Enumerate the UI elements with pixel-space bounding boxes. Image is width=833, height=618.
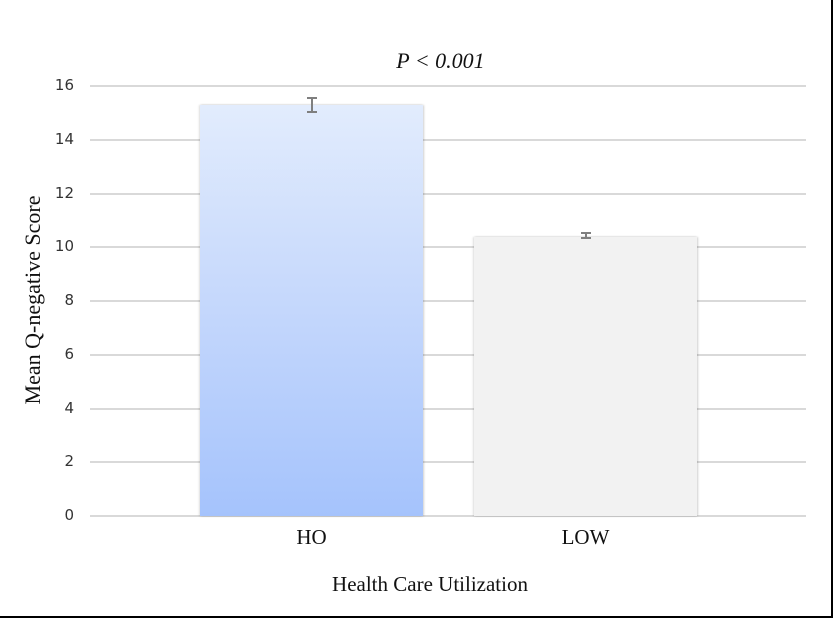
y-tick-label: 0 [64, 506, 74, 524]
y-tick-label: 6 [64, 344, 74, 363]
y-tick-label: 4 [64, 398, 74, 417]
gridline [90, 461, 806, 464]
x-tick-ho: HO [296, 525, 327, 549]
y-tick-label: 8 [64, 291, 74, 309]
bar-ho [200, 104, 423, 516]
gridline [90, 246, 806, 249]
gridline [90, 407, 806, 410]
y-tick-label: 12 [54, 183, 74, 202]
error-bar-low [580, 232, 591, 240]
y-tick-label: 2 [64, 452, 74, 471]
y-tick-label: 10 [54, 237, 74, 256]
x-axis-label: Health Care Utilization [332, 572, 528, 596]
gridline [90, 353, 806, 356]
error-bar-ho [306, 96, 317, 113]
gridline [90, 85, 806, 87]
gridline [90, 515, 806, 517]
y-tick-label: 16 [54, 76, 74, 94]
gridline [90, 138, 806, 141]
gridline [90, 192, 806, 195]
x-tick-low: LOW [561, 525, 610, 549]
gridline [90, 300, 806, 302]
p-value-annotation: P < 0.001 [396, 48, 485, 73]
y-tick-label: 14 [54, 129, 74, 148]
bar-low [474, 236, 697, 516]
